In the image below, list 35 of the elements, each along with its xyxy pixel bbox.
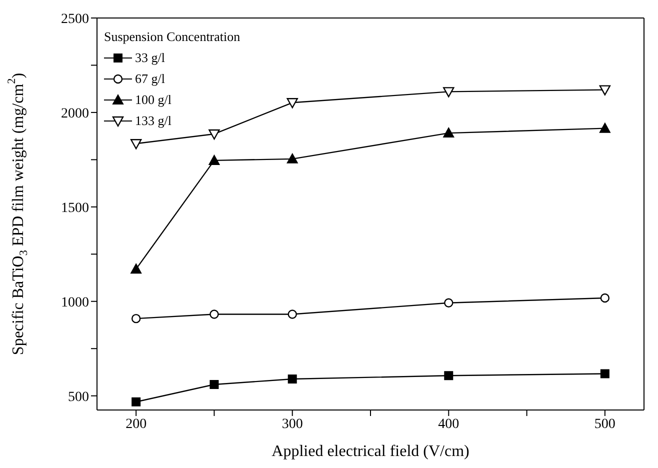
point: [600, 293, 610, 303]
x-tick-label: 400: [438, 416, 460, 432]
legend-title: Suspension Concentration: [104, 28, 240, 46]
y-tick-label: 500: [68, 390, 89, 405]
legend-label: 100 g/l: [135, 91, 172, 109]
x-tick-label: 300: [282, 416, 303, 432]
point: [210, 380, 219, 389]
point: [131, 314, 141, 324]
point: [600, 369, 610, 378]
y-tick-label: 1500: [61, 200, 89, 216]
x-tick-label: 500: [594, 416, 616, 432]
x-tick-label: 200: [126, 416, 147, 432]
legend-label: 67 g/l: [135, 70, 165, 88]
point: [130, 139, 142, 150]
y-tick-label: 2000: [61, 106, 89, 122]
point: [208, 154, 220, 165]
point: [599, 122, 610, 133]
legend-label: 133 g/l: [135, 112, 172, 130]
point: [444, 371, 454, 380]
legend-label: 33 g/l: [135, 49, 165, 67]
point: [443, 87, 454, 98]
point: [132, 397, 141, 406]
point: [130, 264, 142, 274]
point: [443, 128, 454, 138]
x-axis-title: Applied electrical field (V/cm): [272, 443, 470, 460]
point: [210, 310, 219, 319]
point: [599, 85, 611, 96]
point: [288, 374, 297, 384]
point: [208, 129, 220, 140]
point: [444, 298, 454, 308]
point: [286, 153, 298, 164]
point: [288, 310, 297, 319]
y-tick-label: 2500: [61, 12, 89, 27]
point: [286, 98, 298, 108]
y-tick-label: 1000: [61, 295, 89, 310]
